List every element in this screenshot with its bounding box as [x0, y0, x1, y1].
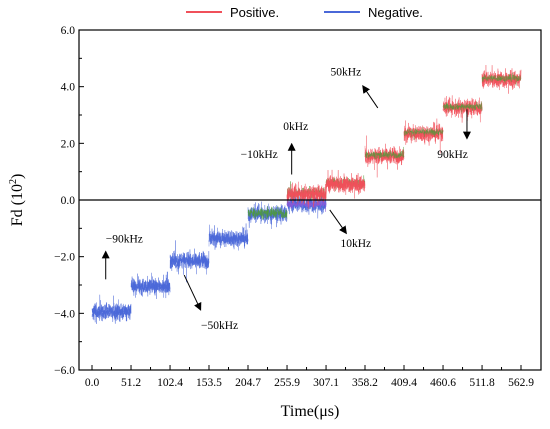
- annotation-label: −10kHz: [241, 149, 278, 161]
- annotation-arrow: [183, 274, 202, 311]
- y-axis: −6.0 −4.0 −2.0 0.0 2.0 4.0 6.0: [54, 25, 84, 377]
- positive-series-step-noise: [481, 65, 522, 94]
- x-tick-label: 358.2: [352, 377, 378, 389]
- overlay-noise: [481, 72, 522, 86]
- annotation-label: 90kHz: [437, 149, 468, 161]
- x-tick-label: 204.7: [235, 377, 261, 389]
- x-tick-label: 255.9: [274, 377, 300, 389]
- y-axis-title: Fd (102): [8, 174, 26, 227]
- negative-series-step-noise: [208, 223, 249, 251]
- overlay-noise: [442, 101, 483, 113]
- positive-series-step-noise: [286, 181, 327, 210]
- overlay-noise: [403, 127, 444, 141]
- y-tick-label: 0.0: [61, 195, 76, 207]
- positive-series-step-noise: [325, 169, 366, 199]
- y-axis-title-exponent: 2: [8, 179, 19, 184]
- annotation-label: 0kHz: [283, 121, 308, 133]
- x-tick-label: 102.4: [157, 377, 183, 389]
- y-tick-label: −2.0: [54, 252, 75, 264]
- x-tick-label: 153.5: [196, 377, 222, 389]
- annotation-label: −50kHz: [201, 320, 238, 332]
- overlay-noise: [364, 146, 405, 160]
- y-axis-title-close: ): [9, 174, 26, 179]
- annotation-label: 50kHz: [331, 66, 362, 78]
- annotation-label: 10kHz: [340, 238, 371, 250]
- x-tick-label: 460.6: [430, 377, 456, 389]
- x-tick-label: 51.2: [121, 377, 141, 389]
- plot-data: [91, 65, 522, 324]
- annotation-label: −90kHz: [106, 234, 143, 246]
- y-tick-label: 2.0: [61, 138, 76, 150]
- negative-series-step: [286, 189, 327, 215]
- negative-series-step-noise: [169, 240, 210, 283]
- x-tick-label: 409.4: [391, 377, 417, 389]
- positive-series-step-noise: [403, 118, 444, 154]
- negative-series-overlap: [286, 198, 327, 212]
- legend-label-negative: Negative.: [368, 5, 423, 20]
- x-tick-label: 511.8: [469, 377, 495, 389]
- x-axis: 0.0 51.2 102.4 153.5 204.7 255.9 307.1 358.2 409…: [85, 365, 534, 389]
- x-tick-label: 307.1: [313, 377, 339, 389]
- overlay-noise: [247, 206, 288, 220]
- y-tick-label: −6.0: [54, 365, 75, 377]
- y-tick-label: 4.0: [61, 82, 76, 94]
- x-axis-title: Time(μs): [281, 403, 340, 420]
- y-axis-title-main: Fd (10: [9, 184, 26, 226]
- y-tick-label: 6.0: [61, 25, 76, 37]
- x-tick-label: 0.0: [85, 377, 100, 389]
- annotation-arrow: [362, 85, 379, 109]
- negative-series-step-noise: [130, 271, 171, 299]
- legend: Positive. Negative.: [186, 5, 423, 20]
- y-tick-label: −4.0: [54, 308, 75, 320]
- annotation-arrow: [329, 209, 347, 235]
- x-tick-label: 562.9: [508, 377, 534, 389]
- annotations: −90kHz −50kHz −10kHz 0kHz 10kHz 50kHz 90kHz: [101, 66, 471, 332]
- positive-series-step-noise: [442, 95, 483, 123]
- negative-series-step-noise: [91, 294, 132, 324]
- legend-label-positive: Positive.: [230, 5, 279, 20]
